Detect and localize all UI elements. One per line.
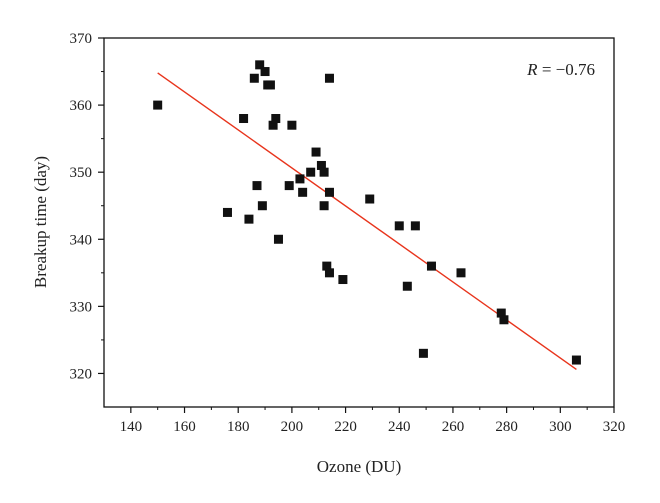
data-point xyxy=(260,67,270,77)
x-axis-title: Ozone (DU) xyxy=(317,457,402,476)
data-point xyxy=(324,187,334,197)
fit-line xyxy=(157,72,577,371)
correlation-value: = −0.76 xyxy=(538,60,595,79)
data-point xyxy=(255,60,265,70)
data-point xyxy=(319,201,329,211)
data-point xyxy=(365,194,375,204)
x-tick-label: 180 xyxy=(227,419,250,435)
correlation-annotation: R = −0.76 xyxy=(526,60,595,79)
correlation-variable: R xyxy=(526,60,538,79)
data-point xyxy=(273,234,283,244)
data-point xyxy=(410,221,420,231)
x-tick-label: 200 xyxy=(281,419,304,435)
data-point xyxy=(298,187,308,197)
x-tick-label: 140 xyxy=(120,419,143,435)
data-point xyxy=(239,114,249,124)
x-tick-label: 240 xyxy=(388,419,411,435)
x-tick-label: 320 xyxy=(603,419,626,435)
data-point xyxy=(311,147,321,157)
data-point xyxy=(316,160,326,170)
data-point xyxy=(322,261,332,271)
data-point xyxy=(338,275,348,285)
data-point xyxy=(153,100,163,110)
data-point xyxy=(402,281,412,291)
data-point xyxy=(271,114,281,124)
x-tick-label: 280 xyxy=(495,419,518,435)
data-point xyxy=(222,207,232,217)
data-point xyxy=(284,181,294,191)
data-point xyxy=(265,80,275,90)
axis-ticks: 140 160 180 200 220 240 260 280 300 320 320 330 340 3… xyxy=(70,31,626,435)
y-tick-label: 320 xyxy=(70,366,93,382)
data-point xyxy=(324,73,334,83)
data-point xyxy=(319,167,329,177)
x-tick-label: 260 xyxy=(442,419,465,435)
data-point xyxy=(306,167,316,177)
data-point xyxy=(418,348,428,358)
data-point xyxy=(249,73,259,83)
plot-frame xyxy=(103,37,615,408)
data-point xyxy=(287,120,297,130)
data-points xyxy=(153,60,581,365)
data-point xyxy=(244,214,254,224)
y-tick-label: 330 xyxy=(70,299,93,315)
data-point xyxy=(257,201,267,211)
data-point xyxy=(252,181,262,191)
y-tick-label: 360 xyxy=(70,98,93,114)
x-tick-label: 220 xyxy=(334,419,357,435)
data-point xyxy=(426,261,436,271)
data-point xyxy=(496,308,506,318)
data-point xyxy=(571,355,581,365)
y-tick-label: 350 xyxy=(70,165,93,181)
data-point xyxy=(499,315,509,325)
y-tick-label: 340 xyxy=(70,232,93,248)
data-point xyxy=(295,174,305,184)
x-tick-label: 160 xyxy=(173,419,196,435)
data-point xyxy=(268,120,278,130)
data-point xyxy=(324,268,334,278)
y-tick-label: 370 xyxy=(70,31,93,47)
data-point xyxy=(394,221,404,231)
data-point xyxy=(456,268,466,278)
y-axis-title: Breakup time (day) xyxy=(31,156,50,288)
fit-line-group xyxy=(157,72,577,371)
x-tick-label: 300 xyxy=(549,419,572,435)
